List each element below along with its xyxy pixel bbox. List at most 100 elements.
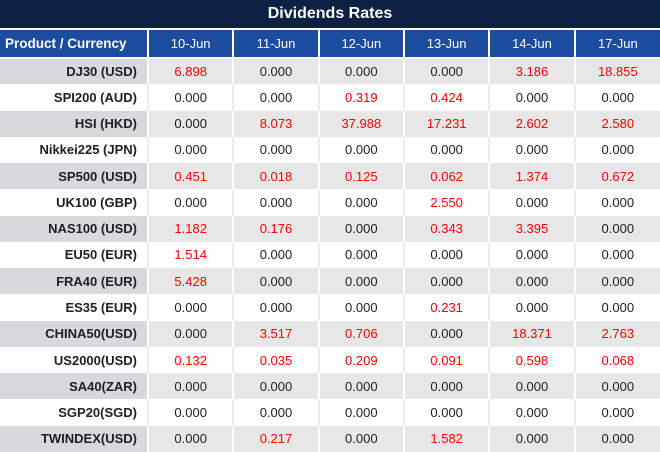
value-cell: 0.598 bbox=[489, 346, 576, 374]
value-cell: 0.000 bbox=[148, 189, 235, 216]
table-row: SGP20(SGD) 0.000 0.000 0.000 0.000 0.000 0.000 bbox=[0, 399, 660, 426]
value-cell: 0.231 bbox=[403, 294, 491, 321]
table-row: FRA40 (EUR) 5.428 0.000 0.000 0.000 0.000 0.00… bbox=[0, 268, 660, 295]
table-row: CHINA50(USD) 0.000 3.517 0.706 0.000 18.371 2.… bbox=[0, 320, 660, 347]
value-cell: 0.000 bbox=[318, 425, 405, 452]
table-row: DJ30 (USD) 6.898 0.000 0.000 0.000 3.186 18.85… bbox=[0, 58, 660, 85]
value-cell: 0.018 bbox=[233, 163, 320, 190]
value-cell: 0.000 bbox=[403, 136, 491, 164]
value-cell: 0.000 bbox=[403, 320, 491, 347]
value-cell: 0.000 bbox=[148, 110, 235, 137]
table-row: NAS100 (USD) 1.182 0.176 0.000 0.343 3.395 0.0… bbox=[0, 215, 660, 242]
value-cell: 0.000 bbox=[403, 399, 491, 426]
value-cell: 0.125 bbox=[318, 163, 405, 190]
value-cell: 0.000 bbox=[489, 425, 576, 452]
product-label: Nikkei225 (JPN) bbox=[0, 136, 149, 164]
table-row: UK100 (GBP) 0.000 0.000 0.000 2.550 0.000 0.00… bbox=[0, 189, 660, 216]
value-cell: 0.000 bbox=[148, 136, 235, 164]
value-cell: 1.182 bbox=[148, 215, 235, 242]
value-cell: 0.000 bbox=[318, 215, 405, 242]
value-cell: 0.000 bbox=[318, 189, 405, 216]
table-row: SPI200 (AUD) 0.000 0.000 0.319 0.424 0.000 0.0… bbox=[0, 84, 660, 111]
value-cell: 0.000 bbox=[318, 241, 405, 269]
value-cell: 8.073 bbox=[233, 110, 320, 137]
product-label: EU50 (EUR) bbox=[0, 241, 149, 269]
value-cell: 0.706 bbox=[318, 320, 405, 347]
value-cell: 0.000 bbox=[489, 189, 576, 216]
product-label: US2000(USD) bbox=[0, 346, 149, 374]
value-cell: 0.000 bbox=[403, 241, 491, 269]
value-cell: 0.068 bbox=[574, 346, 660, 374]
value-cell: 0.000 bbox=[233, 189, 320, 216]
rates-table: Product / Currency 10-Jun 11-Jun 12-Jun 13-J… bbox=[0, 30, 660, 452]
value-cell: 2.550 bbox=[403, 189, 491, 216]
value-cell: 0.000 bbox=[318, 399, 405, 426]
value-cell: 0.000 bbox=[489, 399, 576, 426]
value-cell: 0.000 bbox=[489, 268, 576, 295]
value-cell: 0.132 bbox=[148, 346, 235, 374]
value-cell: 6.898 bbox=[148, 58, 235, 85]
value-cell: 0.000 bbox=[574, 425, 660, 452]
value-cell: 0.000 bbox=[489, 373, 576, 400]
table-row: ES35 (EUR) 0.000 0.000 0.000 0.231 0.000 0.000 bbox=[0, 294, 660, 321]
value-cell: 0.000 bbox=[318, 268, 405, 295]
value-cell: 0.176 bbox=[233, 215, 320, 242]
value-cell: 0.000 bbox=[318, 373, 405, 400]
table-row: US2000(USD) 0.132 0.035 0.209 0.091 0.598 0.06… bbox=[0, 346, 660, 374]
value-cell: 1.514 bbox=[148, 241, 235, 269]
column-header-date: 10-Jun bbox=[148, 30, 235, 59]
value-cell: 0.062 bbox=[403, 163, 491, 190]
value-cell: 0.000 bbox=[233, 399, 320, 426]
value-cell: 0.000 bbox=[233, 241, 320, 269]
value-cell: 0.000 bbox=[148, 425, 235, 452]
product-label: CHINA50(USD) bbox=[0, 320, 149, 347]
column-header-date: 13-Jun bbox=[403, 30, 491, 59]
product-label: DJ30 (USD) bbox=[0, 58, 149, 85]
value-cell: 0.672 bbox=[574, 163, 660, 190]
value-cell: 0.000 bbox=[233, 268, 320, 295]
product-label: SGP20(SGD) bbox=[0, 399, 149, 426]
value-cell: 0.000 bbox=[574, 294, 660, 321]
value-cell: 0.000 bbox=[233, 84, 320, 111]
value-cell: 0.000 bbox=[403, 373, 491, 400]
value-cell: 0.000 bbox=[148, 320, 235, 347]
product-label: SP500 (USD) bbox=[0, 163, 149, 190]
table-body: DJ30 (USD) 6.898 0.000 0.000 0.000 3.186 18.85… bbox=[0, 58, 660, 452]
value-cell: 18.371 bbox=[489, 320, 576, 347]
table-row: EU50 (EUR) 1.514 0.000 0.000 0.000 0.000 0.000 bbox=[0, 241, 660, 269]
value-cell: 5.428 bbox=[148, 268, 235, 295]
value-cell: 0.000 bbox=[233, 58, 320, 85]
value-cell: 0.451 bbox=[148, 163, 235, 190]
column-header-date: 17-Jun bbox=[574, 30, 660, 59]
product-label: NAS100 (USD) bbox=[0, 215, 149, 242]
table-row: Nikkei225 (JPN) 0.000 0.000 0.000 0.000 0.000… bbox=[0, 136, 660, 164]
value-cell: 0.424 bbox=[403, 84, 491, 111]
product-label: TWINDEX(USD) bbox=[0, 425, 149, 452]
table-row: TWINDEX(USD) 0.000 0.217 0.000 1.582 0.000 0.0… bbox=[0, 425, 660, 452]
value-cell: 3.186 bbox=[489, 58, 576, 85]
table-row: HSI (HKD) 0.000 8.073 37.988 17.231 2.602 2.58… bbox=[0, 110, 660, 137]
value-cell: 0.000 bbox=[574, 136, 660, 164]
column-header-date: 14-Jun bbox=[489, 30, 576, 59]
value-cell: 0.000 bbox=[574, 241, 660, 269]
value-cell: 0.000 bbox=[318, 58, 405, 85]
value-cell: 0.000 bbox=[148, 373, 235, 400]
value-cell: 2.763 bbox=[574, 320, 660, 347]
value-cell: 0.000 bbox=[403, 268, 491, 295]
column-header-date: 11-Jun bbox=[233, 30, 320, 59]
value-cell: 0.091 bbox=[403, 346, 491, 374]
table-row: SA40(ZAR) 0.000 0.000 0.000 0.000 0.000 0.000 bbox=[0, 373, 660, 400]
value-cell: 3.395 bbox=[489, 215, 576, 242]
product-label: SA40(ZAR) bbox=[0, 373, 149, 400]
column-header-product: Product / Currency bbox=[0, 30, 149, 59]
value-cell: 0.000 bbox=[148, 399, 235, 426]
value-cell: 0.000 bbox=[148, 84, 235, 111]
value-cell: 37.988 bbox=[318, 110, 405, 137]
value-cell: 18.855 bbox=[574, 58, 660, 85]
value-cell: 0.000 bbox=[318, 136, 405, 164]
value-cell: 0.000 bbox=[403, 58, 491, 85]
value-cell: 0.000 bbox=[489, 84, 576, 111]
column-header-date: 12-Jun bbox=[318, 30, 405, 59]
value-cell: 0.000 bbox=[318, 294, 405, 321]
